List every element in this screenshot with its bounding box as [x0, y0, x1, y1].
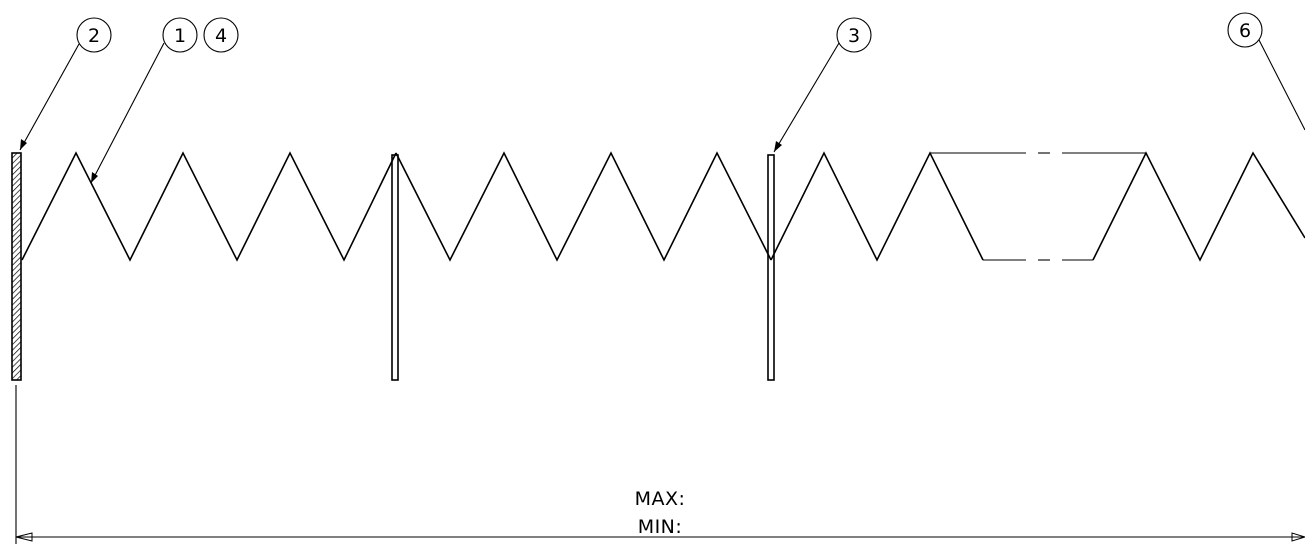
intermediate-plate-2	[767, 154, 775, 381]
bellows-section-4	[1092, 151, 1305, 262]
leader-6	[1258, 39, 1305, 131]
balloon-6-label: 6	[1239, 20, 1251, 42]
balloon-6: 6	[1227, 12, 1305, 131]
leader-3-arrowhead	[774, 141, 782, 152]
balloon-2: 2	[19, 17, 112, 151]
balloon-1: 1	[162, 17, 198, 53]
end-flange	[11, 152, 22, 381]
balloon-2-label: 2	[88, 25, 100, 47]
dimension-max-label: MAX:	[635, 488, 686, 510]
leader-2	[19, 43, 80, 151]
bellows-section-2	[395, 151, 772, 262]
balloon-4-label: 4	[215, 25, 227, 47]
dimension-arrow-left	[15, 532, 33, 542]
intermediate-plate-1	[391, 154, 399, 381]
dimension-min-label: MIN:	[638, 516, 683, 538]
bellows-section-3	[770, 151, 984, 262]
leader-3	[773, 42, 840, 153]
balloon-1-label: 1	[174, 25, 186, 47]
balloon-3-label: 3	[848, 25, 860, 47]
dimension-arrow-right	[1291, 532, 1305, 542]
bellows-section-1	[21, 151, 397, 262]
leader-1-4-arrowhead	[91, 172, 98, 183]
leader-1-4	[90, 42, 165, 184]
break-lines	[930, 152, 1146, 261]
balloon-4: 4	[203, 17, 239, 53]
balloon-3: 3	[773, 17, 872, 153]
leader-2-arrowhead	[20, 139, 27, 150]
overall-length-dimension: MAX: MIN:	[15, 385, 1305, 544]
